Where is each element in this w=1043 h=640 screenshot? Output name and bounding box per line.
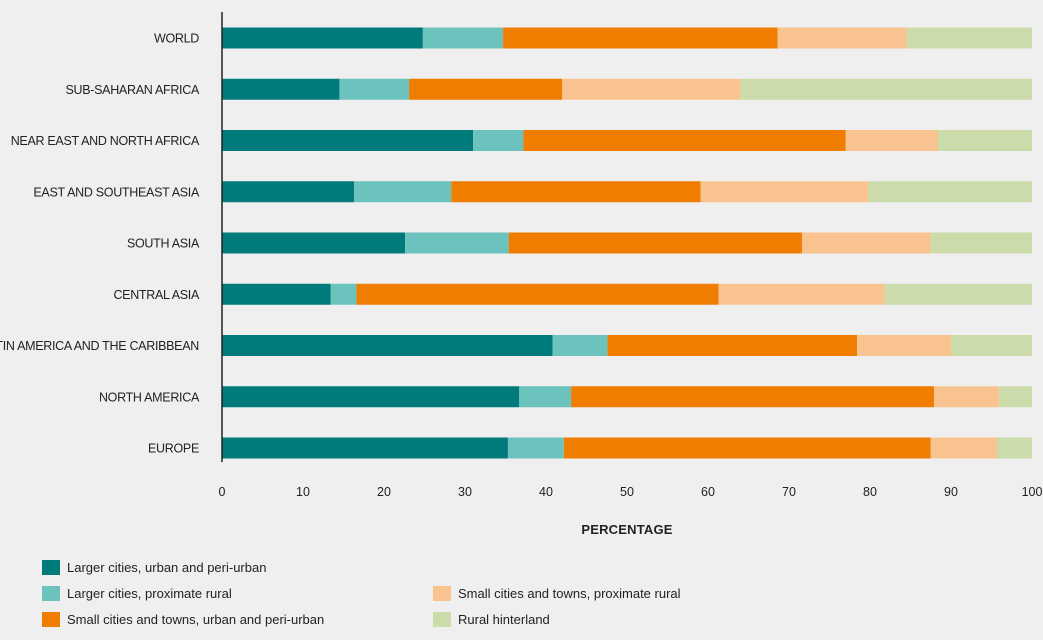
bar-segment [222, 78, 340, 100]
bar-segment [519, 386, 572, 408]
bar-segment [906, 27, 1032, 49]
category-label: NEAR EAST AND NORTH AFRICA [11, 134, 200, 148]
x-tick-label: 60 [701, 485, 715, 499]
bar-segment [930, 437, 998, 459]
legend-item: Small cities and towns, proximate rural [433, 586, 681, 601]
legend-swatch [42, 612, 60, 627]
legend-label: Rural hinterland [458, 612, 550, 627]
legend-item: Rural hinterland [433, 612, 550, 627]
legend-label: Larger cities, urban and peri-urban [67, 560, 267, 575]
x-tick-label: 0 [219, 485, 226, 499]
category-label: EUROPE [148, 442, 199, 456]
x-tick-label: 50 [620, 485, 634, 499]
category-label: WORLD [154, 32, 199, 46]
bar-segment [930, 232, 1032, 254]
bar-segment [409, 78, 563, 100]
bar-segment [508, 232, 802, 254]
bar-segment [933, 386, 999, 408]
category-labels: WORLD SUB-SAHARAN AFRICA NEAR EAST AND NOR… [0, 32, 200, 456]
bar-segment [938, 130, 1032, 151]
bar-segment [718, 283, 885, 305]
bar-segment [222, 232, 406, 254]
category-label: CENTRAL ASIA [113, 288, 200, 302]
legend-swatch [42, 586, 60, 601]
category-label: LATIN AMERICA AND THE CARIBBEAN [0, 339, 199, 353]
bar-segment [222, 181, 355, 203]
bar-segment [777, 27, 907, 49]
x-tick-label: 70 [782, 485, 796, 499]
bar-segment [951, 335, 1032, 356]
bar-segment [507, 437, 564, 459]
bar-segment [700, 181, 869, 203]
legend-item: Small cities and towns, urban and peri-u… [42, 612, 324, 627]
x-tick-label: 30 [458, 485, 472, 499]
bars-group [222, 27, 1032, 459]
bar-segment [422, 27, 504, 49]
bar-segment [845, 130, 939, 151]
x-tick-label: 90 [944, 485, 958, 499]
bar-segment [607, 335, 858, 356]
bar-segment [884, 283, 1032, 305]
bar-segment [222, 437, 508, 459]
legend-swatch [433, 586, 451, 601]
category-label: NORTH AMERICA [99, 390, 200, 404]
category-label: SOUTH ASIA [127, 237, 200, 251]
bar-segment [451, 181, 701, 203]
bar-segment [997, 437, 1032, 459]
bar-segment [563, 437, 931, 459]
bar-segment [740, 78, 1032, 100]
bar-segment [354, 181, 452, 203]
bar-segment [562, 78, 741, 100]
x-tick-label: 80 [863, 485, 877, 499]
legend-swatch [433, 612, 451, 627]
bar-segment [330, 283, 357, 305]
category-label: EAST AND SOUTHEAST ASIA [33, 185, 200, 199]
bar-segment [222, 386, 520, 408]
bar-segment [503, 27, 778, 49]
bar-segment [222, 130, 474, 151]
x-axis-title: PERCENTAGE [581, 522, 672, 537]
legend-label: Small cities and towns, proximate rural [458, 586, 681, 601]
bar-segment [998, 386, 1032, 408]
x-tick-label: 10 [296, 485, 310, 499]
legend-label: Larger cities, proximate rural [67, 586, 232, 601]
x-axis-ticks: 0 10 20 30 40 50 60 70 80 90 100 [219, 485, 1043, 499]
bar-segment [405, 232, 509, 254]
category-label: SUB-SAHARAN AFRICA [65, 83, 199, 97]
legend-item: Larger cities, urban and peri-urban [42, 560, 266, 575]
bar-segment [801, 232, 931, 254]
x-tick-label: 40 [539, 485, 553, 499]
bar-segment [356, 283, 719, 305]
bar-segment [857, 335, 951, 356]
bar-segment [339, 78, 410, 100]
bar-segment [222, 27, 423, 49]
bar-segment [222, 283, 331, 305]
x-tick-label: 20 [377, 485, 391, 499]
legend-label: Small cities and towns, urban and peri-u… [67, 612, 325, 627]
bar-segment [552, 335, 608, 356]
legend-swatch [42, 560, 60, 575]
bar-segment [473, 130, 524, 151]
stacked-bar-chart: WORLD SUB-SAHARAN AFRICA NEAR EAST AND NOR… [0, 12, 1043, 537]
bar-segment [571, 386, 934, 408]
bar-segment [868, 181, 1032, 203]
bar-segment [222, 335, 553, 356]
bar-segment [523, 130, 846, 151]
legend-item: Larger cities, proximate rural [42, 586, 232, 601]
x-tick-label: 100 [1022, 485, 1043, 499]
